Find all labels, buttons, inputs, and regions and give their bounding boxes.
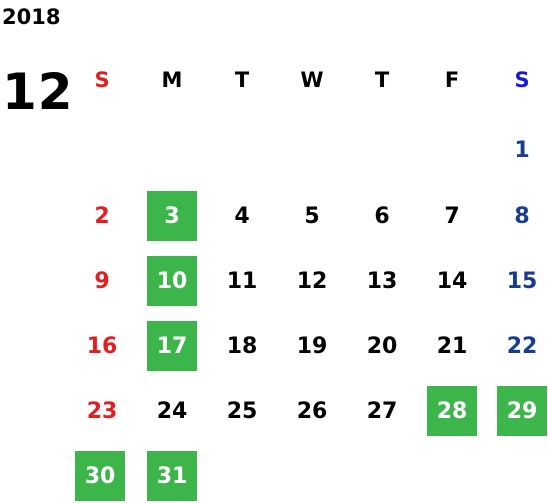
day-cell-15[interactable]: 15 bbox=[506, 268, 538, 294]
day-cell-29[interactable]: 29 bbox=[497, 386, 547, 436]
weekday-header-sunday: S bbox=[94, 68, 110, 92]
day-cell-11[interactable]: 11 bbox=[226, 268, 258, 294]
day-cell-28[interactable]: 28 bbox=[427, 386, 477, 436]
day-cell-6[interactable]: 6 bbox=[374, 203, 390, 229]
day-cell-31[interactable]: 31 bbox=[147, 451, 197, 501]
day-cell-26[interactable]: 26 bbox=[296, 398, 328, 424]
day-cell-18[interactable]: 18 bbox=[226, 333, 258, 359]
year-label: 2018 bbox=[2, 5, 61, 29]
day-cell-24[interactable]: 24 bbox=[156, 398, 188, 424]
weekday-header-monday: M bbox=[161, 68, 183, 92]
day-cell-20[interactable]: 20 bbox=[366, 333, 398, 359]
day-cell-12[interactable]: 12 bbox=[296, 268, 328, 294]
weekday-header-wednesday: W bbox=[300, 68, 324, 92]
day-cell-4[interactable]: 4 bbox=[234, 203, 250, 229]
day-cell-21[interactable]: 21 bbox=[436, 333, 468, 359]
day-cell-9[interactable]: 9 bbox=[94, 268, 110, 294]
day-cell-27[interactable]: 27 bbox=[366, 398, 398, 424]
day-cell-8[interactable]: 8 bbox=[514, 203, 530, 229]
day-cell-10[interactable]: 10 bbox=[147, 256, 197, 306]
weekday-header-thursday: T bbox=[374, 68, 390, 92]
day-cell-30[interactable]: 30 bbox=[75, 451, 125, 501]
day-cell-25[interactable]: 25 bbox=[226, 398, 258, 424]
day-cell-7[interactable]: 7 bbox=[444, 203, 460, 229]
day-cell-17[interactable]: 17 bbox=[147, 321, 197, 371]
day-cell-3[interactable]: 3 bbox=[147, 191, 197, 241]
day-cell-16[interactable]: 16 bbox=[86, 333, 118, 359]
weekday-header-saturday: S bbox=[514, 68, 530, 92]
day-cell-22[interactable]: 22 bbox=[506, 333, 538, 359]
weekday-header-tuesday: T bbox=[234, 68, 250, 92]
day-cell-13[interactable]: 13 bbox=[366, 268, 398, 294]
day-cell-19[interactable]: 19 bbox=[296, 333, 328, 359]
day-cell-5[interactable]: 5 bbox=[304, 203, 320, 229]
day-cell-1[interactable]: 1 bbox=[514, 137, 530, 163]
weekday-header-friday: F bbox=[444, 68, 460, 92]
day-cell-14[interactable]: 14 bbox=[436, 268, 468, 294]
month-number: 12 bbox=[2, 63, 74, 121]
day-cell-2[interactable]: 2 bbox=[94, 203, 110, 229]
day-cell-23[interactable]: 23 bbox=[86, 398, 118, 424]
